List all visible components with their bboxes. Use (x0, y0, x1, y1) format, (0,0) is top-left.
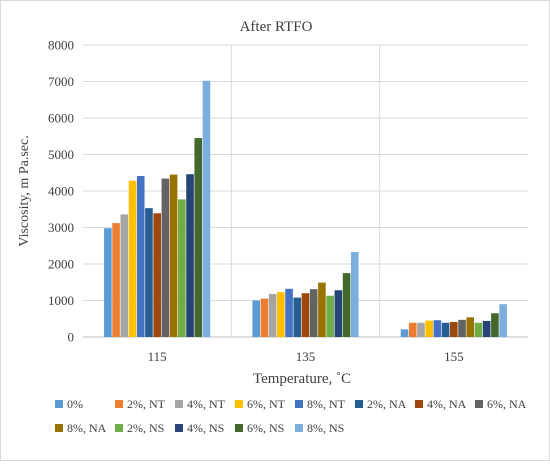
legend-item: 4%, NA (415, 397, 467, 411)
legend-label: 2%, NA (367, 397, 407, 411)
x-tick-label: 135 (296, 349, 316, 364)
legend-swatch (295, 400, 303, 408)
legend-swatch (115, 424, 123, 432)
y-tick-label: 0 (68, 330, 75, 345)
bar (350, 251, 359, 337)
bar (441, 322, 450, 337)
legend-item: 6%, NT (235, 397, 286, 411)
legend-swatch (415, 400, 423, 408)
legend-item: 0% (55, 397, 83, 411)
y-axis-ticks: 0 1000 2000 3000 4000 5000 6000 7000 8000 (48, 38, 74, 345)
bar (326, 295, 334, 337)
x-tick-label: 155 (444, 349, 464, 364)
bars (104, 80, 507, 338)
bar (293, 297, 302, 337)
legend-swatch (235, 424, 243, 432)
bar (433, 320, 442, 337)
legend-item: 2%, NS (115, 421, 164, 435)
legend-label: 6%, NS (247, 421, 284, 435)
bar (466, 317, 475, 337)
x-axis-ticks: 115 135 155 (148, 349, 464, 364)
bar (408, 322, 417, 337)
bar (342, 273, 351, 337)
chart-title: After RTFO (240, 19, 313, 35)
bar (425, 320, 433, 337)
bar (334, 290, 343, 337)
legend-swatch (355, 400, 363, 408)
bar (482, 320, 491, 337)
bar (474, 322, 483, 337)
legend-label: 8%, NS (307, 421, 344, 435)
bar (112, 223, 120, 337)
bar (450, 322, 458, 337)
x-tick-label: 115 (148, 349, 167, 364)
legend-swatch (175, 400, 183, 408)
bar (309, 289, 318, 337)
legend-swatch (55, 400, 63, 408)
legend-swatch (295, 424, 303, 432)
legend-label: 0% (67, 397, 83, 411)
legend-item: 8%, NS (295, 421, 344, 435)
legend-item: 2%, NT (115, 397, 166, 411)
bar (277, 292, 285, 337)
legend-label: 6%, NT (247, 397, 286, 411)
bar (301, 293, 310, 337)
bar (153, 213, 161, 337)
bar (202, 80, 211, 338)
legend-label: 6%, NA (487, 397, 527, 411)
bar (161, 178, 170, 337)
bar (136, 176, 145, 337)
bar (260, 298, 269, 337)
bar (120, 214, 129, 337)
legend-item: 8%, NA (55, 421, 107, 435)
bar (252, 300, 261, 337)
legend-label: 2%, NS (127, 421, 164, 435)
y-tick-label: 7000 (48, 74, 74, 89)
y-tick-label: 1000 (48, 293, 74, 308)
legend-label: 4%, NS (187, 421, 224, 435)
legend-swatch (175, 424, 183, 432)
bar (499, 304, 507, 337)
legend-item: 2%, NA (355, 397, 407, 411)
bar (178, 199, 186, 337)
legend-item: 6%, NS (235, 421, 284, 435)
legend: 0% 2%, NT 4%, NT 6%, NT 8%, NT 2%, NA 4%, NA 6%… (55, 397, 527, 435)
bar (186, 174, 194, 337)
legend-label: 2%, NT (127, 397, 166, 411)
bar (268, 293, 277, 337)
y-tick-label: 3000 (48, 220, 74, 235)
legend-label: 8%, NA (67, 421, 107, 435)
legend-item: 4%, NT (175, 397, 226, 411)
legend-label: 8%, NT (307, 397, 346, 411)
bar (400, 329, 409, 337)
bar (491, 313, 499, 337)
y-axis-label: Viscosity, m Pa.sec. (17, 135, 32, 246)
bar (318, 282, 326, 337)
bar (458, 319, 466, 337)
bar (194, 138, 203, 337)
legend-swatch (475, 400, 483, 408)
bar (104, 228, 112, 337)
bar (417, 322, 425, 337)
bar (169, 174, 178, 337)
legend-swatch (115, 400, 123, 408)
legend-label: 4%, NA (427, 397, 467, 411)
y-tick-label: 5000 (48, 147, 74, 162)
y-tick-label: 2000 (48, 257, 74, 272)
y-tick-label: 4000 (48, 184, 74, 199)
legend-label: 4%, NT (187, 397, 226, 411)
legend-item: 4%, NS (175, 421, 224, 435)
legend-swatch (235, 400, 243, 408)
y-tick-label: 6000 (48, 111, 74, 126)
y-tick-label: 8000 (48, 38, 74, 53)
bar (128, 180, 137, 337)
legend-swatch (55, 424, 63, 432)
legend-item: 6%, NA (475, 397, 527, 411)
legend-item: 8%, NT (295, 397, 346, 411)
bar (145, 208, 153, 337)
x-axis-label: Temperature, ˚C (253, 371, 351, 387)
bar (285, 288, 293, 337)
